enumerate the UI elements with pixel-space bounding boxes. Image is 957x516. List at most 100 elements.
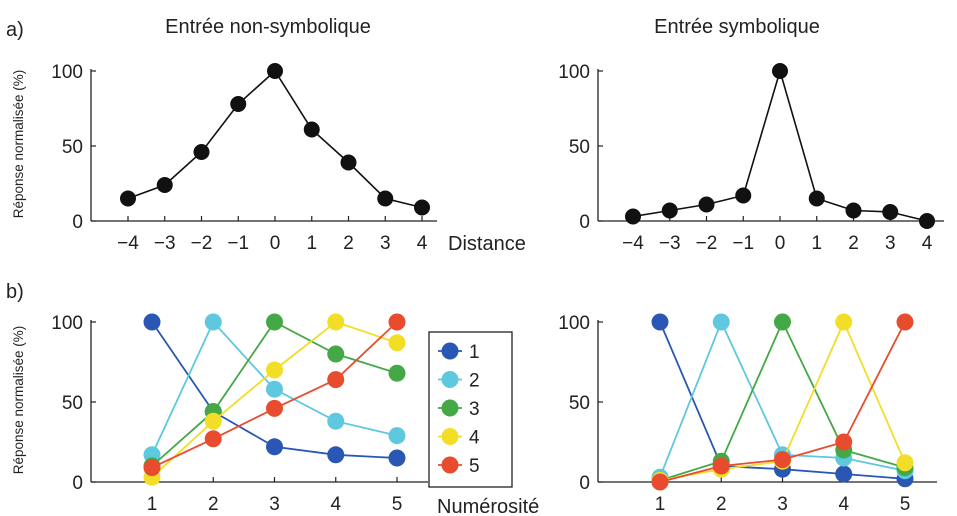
y-axis-label: Réponse normalisée (%) <box>11 70 26 219</box>
y-tick-label: 0 <box>72 473 83 494</box>
data-point <box>266 313 283 331</box>
x-tick-label: 3 <box>380 233 391 254</box>
y-tick-label: 50 <box>569 393 590 414</box>
chart-b-left: 0 50 100 1 2 3 4 5 Réponse normalisée (%) Numéros… <box>11 313 539 516</box>
chart-title: Entrée symbolique <box>654 16 820 38</box>
x-tick-label: 2 <box>343 233 354 254</box>
x-tick-label: 1 <box>147 494 158 515</box>
data-point <box>388 449 406 467</box>
data-point <box>896 313 914 331</box>
legend: 1 2 3 4 5 <box>428 331 513 488</box>
data-point <box>327 371 345 389</box>
chart-b-right: 0 50 100 1 2 3 4 5 <box>558 313 937 515</box>
x-tick-label: 5 <box>900 494 911 515</box>
legend-label: 3 <box>469 399 480 420</box>
x-tick-label: −4 <box>117 233 139 254</box>
chart-a-right: 0 50 100 −4 −3 −2 −1 0 1 2 3 4 Entrée symbolique <box>558 16 944 254</box>
y-tick-label: 100 <box>51 313 83 334</box>
x-tick-label: −2 <box>191 233 213 254</box>
data-point <box>303 121 320 138</box>
legend-label: 1 <box>469 342 480 363</box>
x-tick-label: −1 <box>732 233 754 254</box>
data-point <box>204 412 222 430</box>
data-point <box>712 313 730 331</box>
legend-marker <box>441 428 459 445</box>
y-tick-label: 50 <box>569 137 590 158</box>
data-point <box>896 454 914 472</box>
legend-marker <box>441 342 459 360</box>
data-point <box>327 446 345 464</box>
x-tick-label: 4 <box>922 233 933 254</box>
x-tick-label: 4 <box>330 494 341 515</box>
chart-a-left: 0 50 100 −4 −3 −2 −1 0 1 2 3 4 Entrée non-symbolique… <box>11 16 526 255</box>
data-point <box>882 204 899 220</box>
series-line <box>632 68 928 222</box>
data-point <box>625 208 641 225</box>
data-point <box>388 364 406 382</box>
series-main <box>120 63 430 216</box>
x-tick-label: 4 <box>838 494 849 515</box>
legend-label: 2 <box>469 371 480 392</box>
y-tick-label: 50 <box>62 393 83 414</box>
x-tick-label: 3 <box>885 233 896 254</box>
x-tick-label: 2 <box>716 494 727 515</box>
series-main <box>625 63 935 229</box>
data-point <box>919 213 935 229</box>
x-tick-label: 5 <box>392 494 403 515</box>
data-point <box>835 465 853 483</box>
data-point <box>774 451 791 469</box>
data-point <box>835 313 853 331</box>
y-tick-label: 100 <box>558 62 590 83</box>
data-point <box>651 313 669 331</box>
x-tick-label: 0 <box>270 233 281 254</box>
series-1 <box>143 313 406 467</box>
legend-marker <box>441 399 459 417</box>
x-tick-label: 3 <box>269 494 280 515</box>
x-tick-label: 2 <box>208 494 219 515</box>
x-tick-label: 1 <box>306 233 317 254</box>
data-point <box>143 459 161 477</box>
data-point <box>651 473 669 491</box>
data-point <box>774 313 791 331</box>
data-point <box>388 427 406 445</box>
data-point <box>266 361 283 379</box>
x-axis-label: Numérosité <box>437 496 539 516</box>
data-point <box>327 313 345 331</box>
charts-group: 0 50 100 −4 −3 −2 −1 0 1 2 3 4 Entrée non-symbolique… <box>11 16 944 516</box>
chart-title: Entrée non-symbolique <box>165 16 371 38</box>
data-point <box>266 380 283 398</box>
data-point <box>845 202 862 219</box>
x-tick-label: −1 <box>227 233 249 254</box>
series-5 <box>651 313 914 491</box>
legend-label: 5 <box>469 456 480 477</box>
data-point <box>661 202 678 219</box>
data-point <box>388 313 406 331</box>
data-point <box>193 144 210 160</box>
x-axis-label: Distance <box>448 233 526 255</box>
data-point <box>698 196 715 213</box>
x-tick-label: 1 <box>811 233 822 254</box>
series-4 <box>143 313 406 486</box>
data-point <box>712 457 730 475</box>
y-axis-label: Réponse normalisée (%) <box>11 326 26 475</box>
data-point <box>266 438 283 456</box>
y-tick-label: 100 <box>558 313 590 334</box>
data-point <box>143 313 161 331</box>
legend-marker <box>441 456 459 474</box>
x-tick-label: −3 <box>154 233 176 254</box>
data-point <box>267 63 283 79</box>
data-point <box>808 190 825 207</box>
x-tick-label: 4 <box>417 233 428 254</box>
data-point <box>230 96 247 112</box>
legend-label: 4 <box>469 428 480 449</box>
series-5 <box>143 313 406 477</box>
data-point <box>377 190 394 207</box>
data-point <box>388 334 406 352</box>
data-point <box>772 63 788 79</box>
x-tick-label: 2 <box>848 233 859 254</box>
data-point <box>327 412 345 430</box>
x-tick-label: −4 <box>622 233 644 254</box>
legend-marker <box>441 371 459 388</box>
y-tick-label: 50 <box>62 137 83 158</box>
